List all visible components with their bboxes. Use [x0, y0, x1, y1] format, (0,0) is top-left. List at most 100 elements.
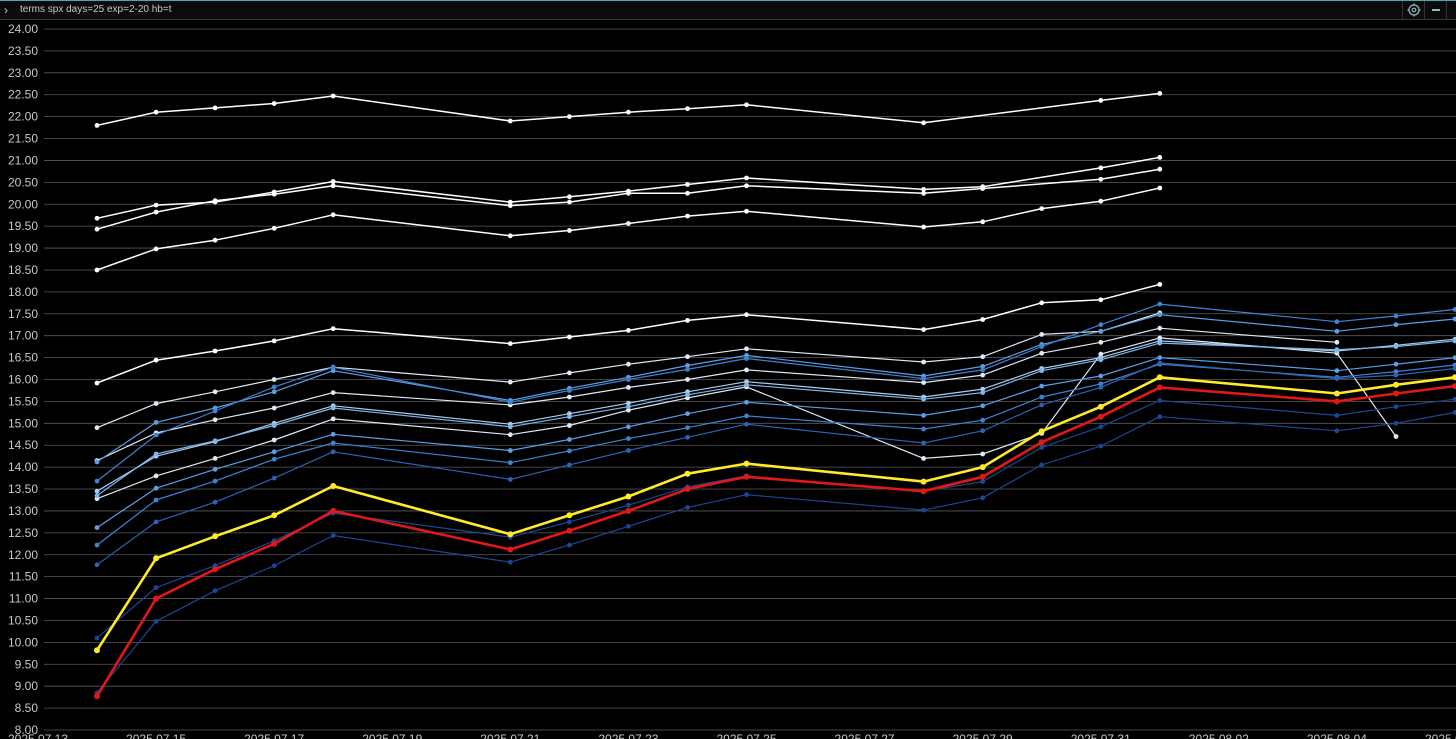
- data-point: [212, 566, 219, 573]
- data-point: [979, 464, 986, 471]
- data-point: [1334, 328, 1340, 334]
- data-point: [1333, 398, 1340, 405]
- data-point: [744, 356, 749, 361]
- settings-button[interactable]: [1402, 1, 1424, 19]
- data-point: [153, 202, 159, 208]
- x-tick-label: 2025.07.17: [244, 732, 304, 739]
- data-point: [1098, 98, 1104, 103]
- data-point: [979, 473, 986, 480]
- data-point: [685, 213, 690, 219]
- y-tick-label: 8.00: [15, 723, 39, 737]
- data-point: [1098, 385, 1104, 390]
- data-point: [1098, 165, 1104, 171]
- data-point: [626, 400, 631, 406]
- data-point: [1393, 313, 1399, 319]
- data-point: [1156, 384, 1163, 391]
- data-point: [1098, 424, 1104, 430]
- data-point: [1039, 383, 1045, 389]
- data-point: [1333, 390, 1340, 397]
- data-point: [330, 405, 336, 411]
- data-point: [626, 404, 631, 410]
- y-tick-label: 22.00: [8, 110, 38, 124]
- title-bar-accent: [0, 0, 1456, 1]
- data-point: [94, 493, 100, 498]
- data-point: [94, 215, 100, 221]
- data-point: [1452, 410, 1456, 415]
- data-point: [271, 389, 277, 395]
- data-point: [566, 512, 573, 519]
- chevron-right-icon[interactable]: ›: [4, 3, 8, 17]
- data-point: [1452, 316, 1456, 322]
- data-point: [212, 237, 218, 243]
- data-point: [1452, 366, 1456, 371]
- data-point: [1334, 413, 1340, 418]
- data-point: [744, 421, 749, 427]
- window-title: terms spx days=25 exp=2-20 hb=t: [20, 4, 172, 15]
- data-point: [625, 507, 632, 514]
- data-point: [921, 413, 926, 418]
- x-tick-label: 2025.07.31: [1071, 732, 1131, 739]
- data-point: [685, 182, 690, 187]
- data-point: [94, 525, 100, 530]
- data-point: [507, 233, 513, 239]
- term-structure-chart[interactable]: 8.00 8.50 9.00 9.50 10.00 10.50 11.00 11.50 12.0…: [0, 20, 1456, 739]
- data-point: [685, 425, 690, 431]
- data-point: [921, 359, 926, 365]
- series-1: [94, 155, 1163, 221]
- data-point: [507, 341, 513, 346]
- y-tick-label: 16.50: [8, 351, 38, 365]
- data-point: [507, 432, 513, 438]
- series-11: [94, 301, 1456, 484]
- data-point: [1452, 383, 1456, 390]
- x-tick-label: 2025.08.06: [1425, 732, 1456, 739]
- data-point: [212, 348, 218, 354]
- data-point: [566, 527, 573, 534]
- data-point: [212, 456, 218, 461]
- series-15: [94, 396, 1456, 641]
- data-point: [1098, 351, 1104, 357]
- y-tick-label: 20.00: [8, 197, 38, 211]
- data-point: [94, 226, 100, 232]
- data-point: [330, 390, 336, 395]
- data-point: [1334, 368, 1340, 374]
- data-point: [212, 588, 218, 594]
- y-tick-label: 23.00: [8, 66, 38, 80]
- data-point: [153, 497, 159, 503]
- data-point: [921, 120, 926, 126]
- y-tick-label: 13.50: [8, 482, 38, 496]
- y-tick-label: 10.00: [8, 635, 38, 649]
- data-point: [94, 635, 100, 641]
- series-14: [94, 360, 1456, 568]
- y-axis-labels: 8.00 8.50 9.00 9.50 10.00 10.50 11.00 11.50 12.0…: [8, 22, 38, 737]
- data-point: [94, 380, 100, 386]
- data-point: [507, 448, 513, 453]
- data-point: [330, 440, 336, 446]
- minimize-button[interactable]: [1424, 1, 1446, 19]
- data-point: [1393, 372, 1399, 378]
- data-point: [744, 183, 749, 189]
- data-point: [980, 479, 986, 484]
- y-tick-label: 12.00: [8, 548, 38, 562]
- data-point: [212, 105, 218, 111]
- data-point: [507, 399, 513, 405]
- data-point: [743, 473, 750, 480]
- data-point: [685, 367, 690, 372]
- data-point: [271, 423, 277, 428]
- x-tick-label: 2025.08.02: [1189, 732, 1249, 739]
- minimize-icon: [1431, 9, 1440, 11]
- data-point: [1393, 390, 1399, 397]
- data-point: [980, 390, 986, 395]
- data-point: [1038, 439, 1045, 446]
- data-point: [153, 420, 159, 425]
- data-point: [743, 460, 750, 467]
- series-line: [96, 303, 1456, 482]
- data-point: [1038, 428, 1045, 435]
- data-point: [921, 456, 926, 461]
- data-point: [980, 428, 986, 434]
- y-tick-label: 17.00: [8, 329, 38, 343]
- data-point: [1098, 198, 1104, 204]
- data-point: [153, 432, 159, 438]
- data-point: [744, 208, 749, 214]
- series-line: [96, 363, 1456, 546]
- y-tick-label: 12.50: [8, 526, 38, 540]
